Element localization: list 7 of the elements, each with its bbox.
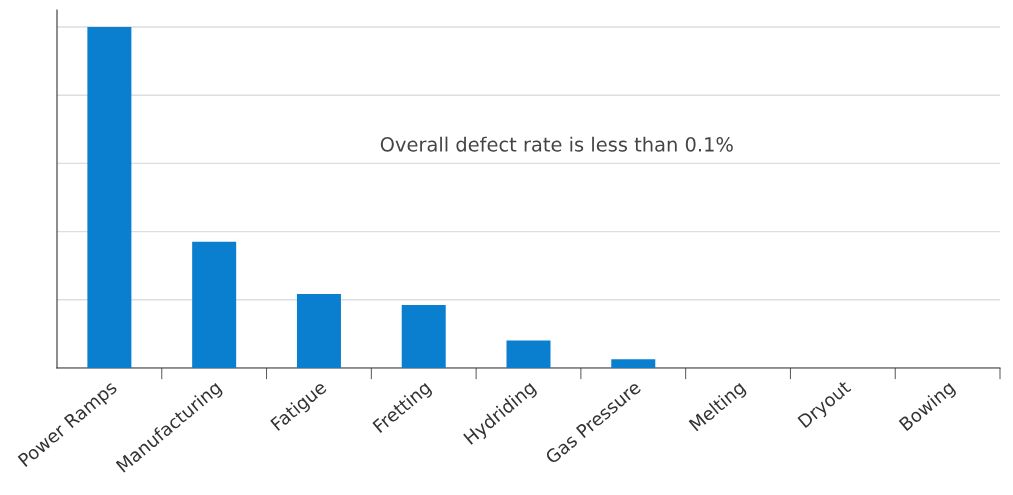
bar <box>506 340 551 368</box>
bar <box>192 241 237 368</box>
annotation: Overall defect rate is less than 0.1% <box>380 136 733 152</box>
bar <box>87 27 132 368</box>
bar <box>296 294 341 368</box>
bar <box>401 304 446 368</box>
bar <box>611 359 656 368</box>
